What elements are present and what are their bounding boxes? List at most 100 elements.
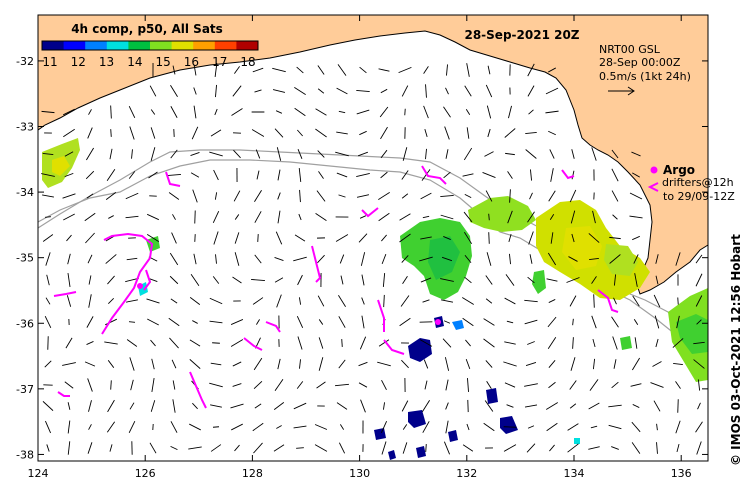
- current-arrow: [445, 402, 449, 410]
- current-arrow: [529, 169, 533, 181]
- current-arrow: [299, 189, 301, 203]
- current-arrow: [315, 128, 327, 138]
- current-arrow: [188, 446, 202, 450]
- current-arrow: [591, 276, 597, 284]
- current-arrow: [272, 67, 286, 73]
- current-arrow: [253, 357, 263, 371]
- current-arrow: [356, 194, 370, 198]
- current-arrow: [422, 299, 430, 303]
- current-arrow: [485, 84, 493, 98]
- current-arrow: [423, 66, 429, 74]
- colorbar-segment: [63, 41, 86, 50]
- current-arrow: [612, 336, 618, 350]
- current-arrow: [276, 294, 282, 308]
- current-arrow: [632, 172, 640, 178]
- current-arrow: [88, 400, 92, 412]
- current-arrow: [150, 400, 156, 412]
- current-arrow: [548, 299, 556, 303]
- current-arrow: [253, 442, 263, 454]
- current-arrow: [608, 404, 622, 408]
- current-arrow: [66, 234, 72, 242]
- current-arrow: [253, 380, 263, 390]
- current-arrow: [86, 341, 94, 345]
- current-arrow: [697, 379, 701, 391]
- plot-frame: [37, 14, 709, 462]
- colorbar-segment: [236, 41, 259, 50]
- colorbar-tick-label: 18: [240, 55, 255, 69]
- current-arrow: [293, 256, 307, 262]
- current-arrow: [62, 193, 76, 199]
- current-arrow: [463, 147, 473, 161]
- current-arrow: [150, 147, 156, 161]
- current-arrow: [88, 424, 92, 430]
- current-arrow: [230, 318, 244, 326]
- current-arrow: [442, 338, 452, 348]
- current-arrow: [464, 85, 472, 97]
- current-arrow: [549, 149, 555, 159]
- current-arrow: [504, 128, 516, 138]
- current-arrow: [335, 234, 349, 242]
- current-arrow: [548, 381, 556, 389]
- current-arrow: [650, 382, 664, 388]
- current-arrow: [316, 190, 326, 202]
- current-arrow: [463, 211, 473, 223]
- current-arrow: [149, 442, 157, 454]
- current-arrow: [317, 150, 325, 158]
- current-arrow: [549, 213, 555, 221]
- current-arrow: [272, 89, 286, 93]
- current-arrow: [419, 256, 433, 262]
- current-arrow: [402, 442, 408, 454]
- current-arrow: [126, 299, 138, 303]
- x-tick-label: 128: [242, 467, 263, 480]
- current-arrow: [212, 211, 220, 223]
- current-arrow: [45, 420, 51, 434]
- current-arrow: [169, 252, 179, 266]
- current-arrow: [529, 192, 533, 200]
- current-arrow: [67, 273, 71, 287]
- drifter-track-2: [53, 291, 77, 297]
- current-arrow: [485, 275, 493, 285]
- current-arrow: [315, 212, 327, 222]
- current-arrow: [488, 213, 490, 221]
- current-arrow: [63, 108, 75, 116]
- current-arrow: [125, 215, 139, 219]
- current-arrow: [445, 379, 449, 391]
- current-arrow: [380, 149, 388, 159]
- drifter-track-6: [421, 165, 447, 185]
- current-arrow: [509, 253, 511, 265]
- current-arrow: [170, 445, 178, 451]
- current-arrow: [696, 319, 702, 325]
- current-arrow: [193, 87, 197, 95]
- current-arrow: [168, 192, 180, 200]
- current-arrow: [613, 359, 617, 369]
- current-arrow: [632, 404, 640, 408]
- current-arrow: [611, 149, 619, 159]
- current-arrow: [446, 64, 448, 76]
- colorbar-tick-label: 12: [71, 55, 86, 69]
- current-arrow: [425, 84, 427, 98]
- drifter-track-4: [361, 207, 379, 218]
- current-arrow: [337, 64, 347, 76]
- current-arrow: [67, 441, 71, 455]
- current-arrow: [299, 359, 301, 369]
- current-arrow: [590, 425, 598, 429]
- current-arrow: [653, 294, 661, 308]
- y-tick-label: -37: [16, 383, 34, 396]
- current-arrow: [525, 131, 537, 135]
- current-arrow: [546, 422, 558, 432]
- current-arrow: [422, 215, 430, 219]
- current-arrow: [693, 341, 705, 345]
- current-arrow: [567, 423, 579, 431]
- current-arrow: [298, 297, 302, 305]
- x-axis-labels: 124 126 128 130 132 134 136: [28, 467, 692, 480]
- drifter-track-7: [377, 299, 385, 332]
- current-arrow: [611, 446, 619, 450]
- current-arrow: [335, 383, 349, 387]
- current-arrow: [147, 318, 159, 326]
- current-arrow: [214, 192, 218, 200]
- current-arrow: [88, 109, 92, 115]
- colorbar-segment: [150, 41, 173, 50]
- current-arrow: [277, 358, 281, 370]
- y-tick-label: -33: [16, 121, 34, 134]
- current-arrow: [486, 252, 492, 266]
